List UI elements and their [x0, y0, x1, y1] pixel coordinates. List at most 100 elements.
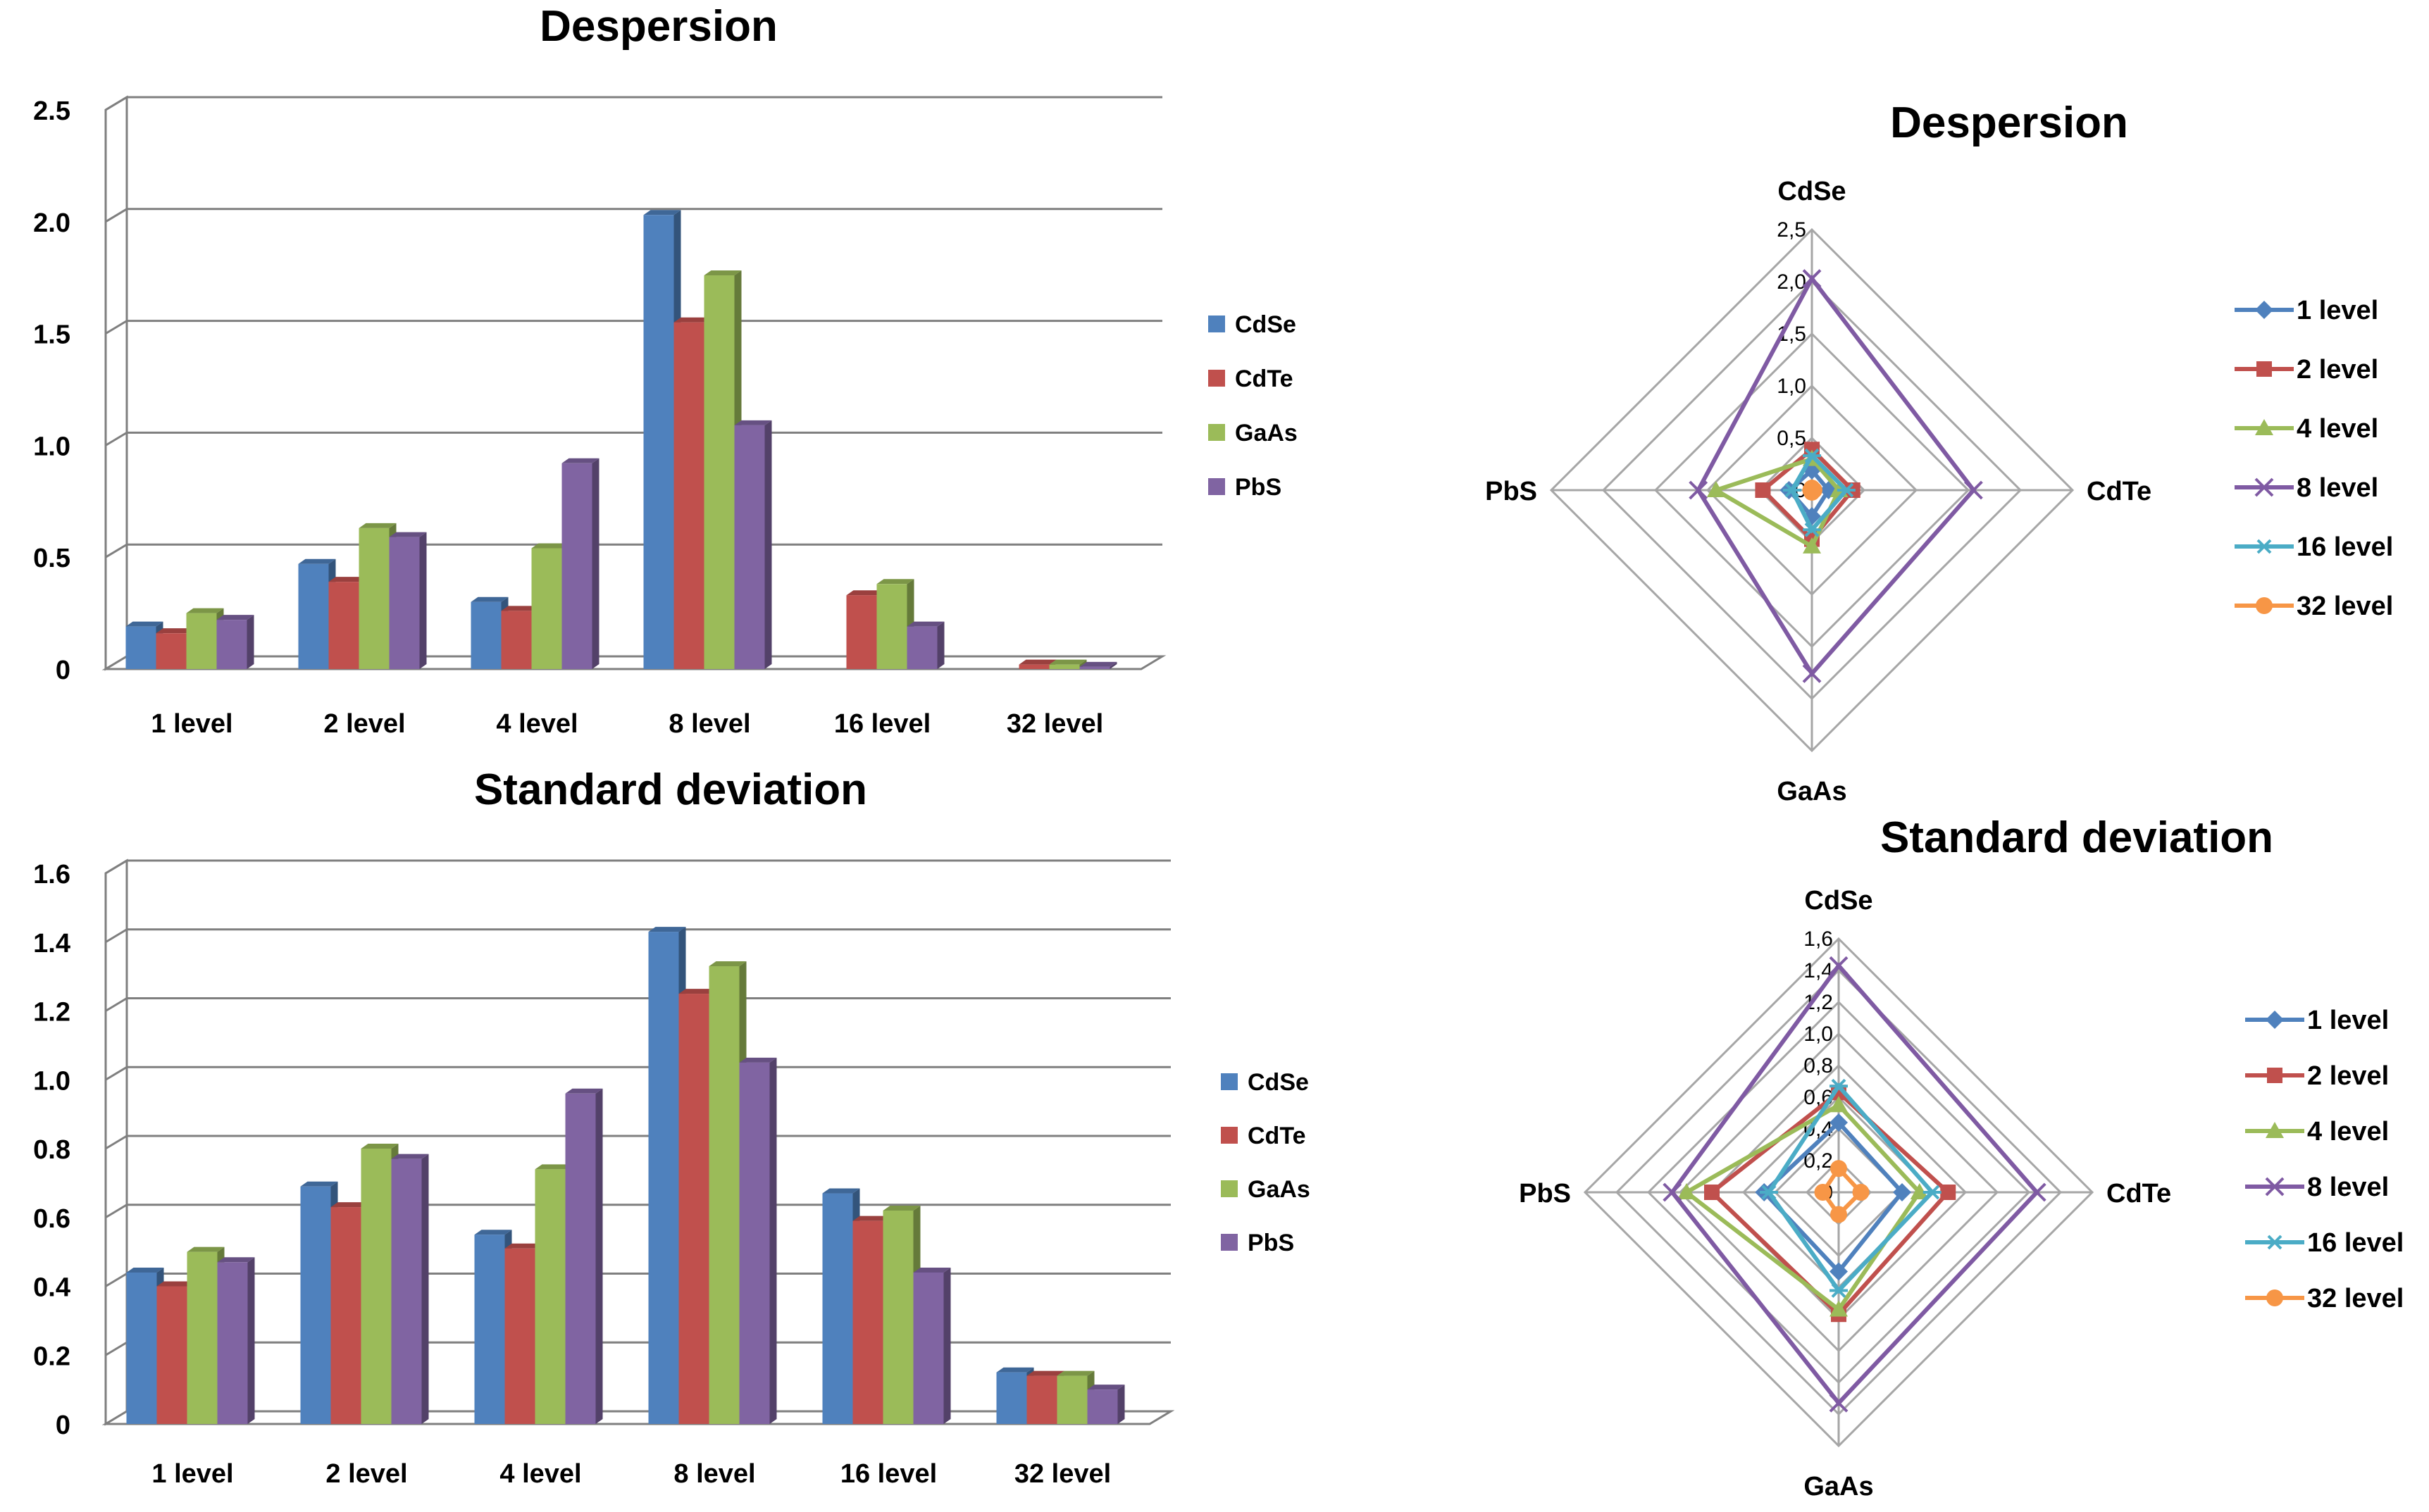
bar-top	[565, 1088, 603, 1094]
bar-top	[704, 270, 742, 276]
series-marker	[1829, 1300, 1848, 1317]
series-marker	[1782, 482, 1801, 498]
standard-deviation-radar-series-8-level	[1663, 956, 2046, 1413]
bar-face	[907, 626, 938, 669]
standard-deviation-y-tick-label: 0.2	[33, 1342, 70, 1371]
despersion-gridline	[105, 320, 1162, 335]
series-marker	[1803, 537, 1821, 554]
bar-top	[535, 1164, 573, 1170]
bar-cdse-32-level	[996, 1367, 1034, 1424]
despersion-legend: CdSe CdTe GaAs PbS	[1208, 311, 1298, 501]
standard-deviation-y-tick-label: 1.0	[33, 1066, 70, 1096]
series-marker	[1802, 269, 1822, 288]
bar-face	[156, 1286, 187, 1424]
despersion-x-tick-label: 4 level	[496, 709, 578, 739]
legend-marker-16-level	[2255, 539, 2273, 554]
bar-top	[876, 579, 914, 585]
despersion-radar-axis-label-pbs: PbS	[1485, 477, 1537, 506]
standard-deviation-radar-axis-label-pbs: PbS	[1519, 1179, 1571, 1208]
bar-top	[643, 210, 681, 215]
standard-deviation-gridline	[105, 1273, 1171, 1287]
bar-face	[126, 1272, 157, 1424]
bar-face	[535, 1169, 566, 1424]
bar-top	[913, 1267, 951, 1273]
bar-face	[471, 601, 502, 669]
bar-top	[1079, 661, 1117, 667]
standard-deviation-x-tick-label: 16 level	[840, 1459, 937, 1489]
bar-side	[592, 458, 600, 669]
bar-face	[913, 1272, 944, 1424]
bar-pbs-4-level	[565, 1088, 603, 1424]
series-marker	[1663, 1182, 1682, 1202]
despersion-radar-series-8-level	[1689, 269, 1983, 683]
bar-face	[822, 1193, 853, 1424]
bar-top	[474, 1230, 512, 1235]
despersion-radar-axis-label-cdse: CdSe	[1777, 177, 1846, 206]
legend-swatch-cdte	[1221, 1127, 1238, 1144]
despersion-radar-chart: Despersion00,51,01,52,02,5CdSeCdTeGaAsPb…	[1485, 99, 2393, 806]
bar-face	[187, 1251, 218, 1424]
bar-side	[1117, 1385, 1125, 1424]
standard-deviation-radar-axis-label-cdte: CdTe	[2106, 1179, 2171, 1208]
bar-pbs-2-level	[389, 532, 427, 669]
bar-face	[846, 595, 877, 669]
bar-face	[709, 966, 740, 1424]
bar-top	[996, 1367, 1034, 1373]
standard-deviation-y-tick-label: 0.4	[33, 1273, 70, 1303]
bar-face	[1026, 1375, 1057, 1424]
series-marker	[1830, 1160, 1847, 1177]
series-marker	[1677, 1183, 1696, 1199]
standard-deviation-x-tick-label: 8 level	[673, 1459, 755, 1489]
bar-top	[391, 1154, 429, 1159]
legend-label-cdte: CdTe	[1235, 365, 1293, 392]
series-marker	[1755, 482, 1771, 498]
despersion-x-tick-label: 16 level	[834, 709, 931, 739]
bar-gaas-8-level	[704, 270, 742, 669]
bar-side	[247, 1257, 255, 1424]
standard-deviation-y-tick-label: 1.4	[33, 929, 70, 958]
standard-deviation-y-tick-label: 0.6	[33, 1204, 70, 1234]
legend-swatch-cdse	[1208, 315, 1225, 332]
despersion-x-tick-label: 32 level	[1007, 709, 1103, 739]
despersion-radar-title: Despersion	[1890, 99, 2128, 147]
bar-face	[739, 1062, 770, 1424]
series-marker	[1802, 482, 1820, 499]
bar-pbs-1-level	[217, 1257, 255, 1424]
standard-deviation-radar-series-1-level	[1755, 1113, 1911, 1281]
bar-cdte-1-level	[156, 628, 194, 669]
bar-side	[769, 1057, 777, 1424]
bar-top	[186, 608, 224, 613]
despersion-radar-series-32-level	[1802, 480, 1822, 501]
legend-marker-32-level	[2266, 1289, 2283, 1306]
standard-deviation-radar-r-tick-label: 0,8	[1803, 1054, 1833, 1077]
bar-top	[471, 596, 509, 602]
standard-deviation-gridline	[105, 1204, 1171, 1219]
legend-label-gaas: GaAs	[1248, 1176, 1310, 1203]
despersion-gridline	[105, 208, 1162, 223]
legend-swatch-cdse	[1221, 1073, 1238, 1090]
bar-top	[1057, 1370, 1095, 1376]
bar-face	[678, 994, 709, 1424]
despersion-radar-r-tick-label: 2,5	[1777, 218, 1806, 242]
standard-deviation-gridline	[105, 1341, 1171, 1356]
legend-label-cdse: CdSe	[1235, 311, 1296, 338]
standard-deviation-x-tick-label: 2 level	[325, 1459, 407, 1489]
series-marker	[1829, 956, 1849, 975]
series-marker	[1829, 1096, 1848, 1113]
standard-deviation-radar-chart: Standard deviation00,20,40,60,81,01,21,4…	[1519, 813, 2404, 1501]
bar-face	[883, 1210, 914, 1424]
standard-deviation-gridline	[105, 1066, 1171, 1081]
legend-swatch-pbs	[1208, 478, 1225, 495]
series-marker	[1803, 522, 1821, 537]
legend-marker-1-level	[2266, 1011, 2284, 1029]
bar-face	[300, 1186, 331, 1424]
bar-top	[739, 1057, 777, 1063]
series-marker	[1706, 481, 1725, 497]
standard-deviation-x-tick-label: 32 level	[1014, 1459, 1111, 1489]
standard-deviation-radar-series-16-level	[1760, 1078, 1942, 1298]
bar-side	[937, 621, 945, 669]
bar-top	[300, 1181, 338, 1187]
bar-pbs-32-level	[1079, 661, 1117, 669]
series-marker	[1922, 1185, 1942, 1200]
